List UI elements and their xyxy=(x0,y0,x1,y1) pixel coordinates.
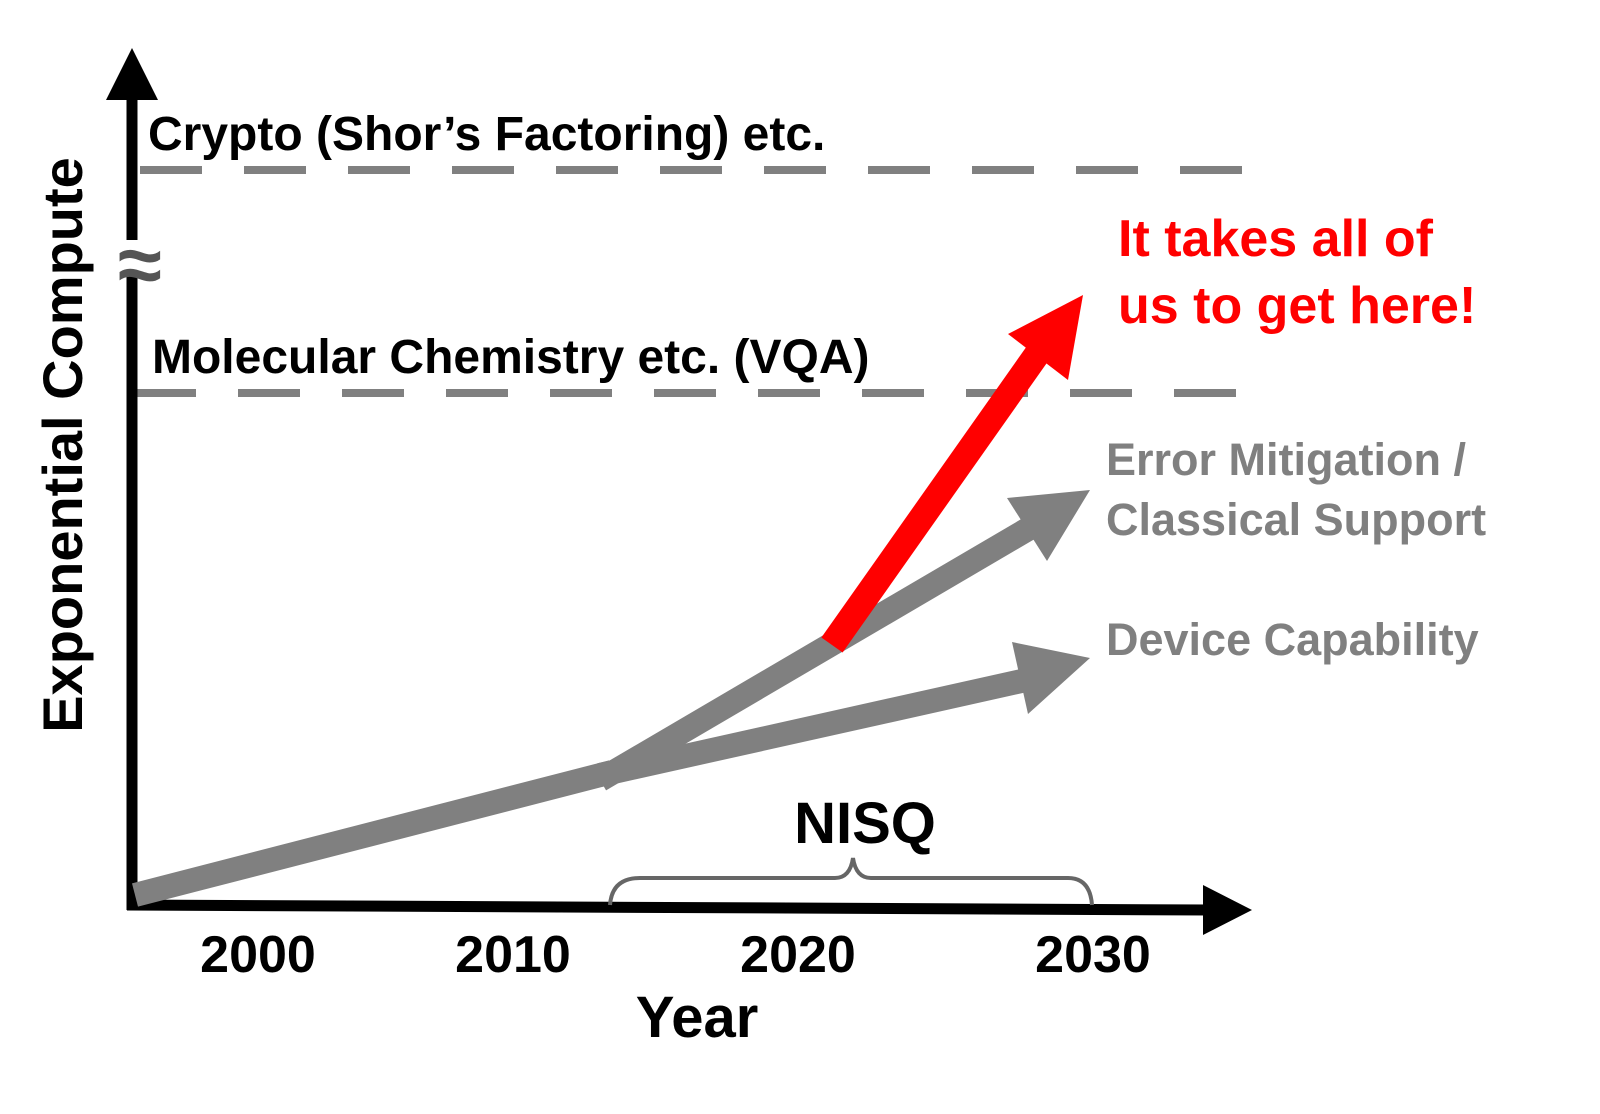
x-axis-label: Year xyxy=(636,985,759,1050)
device-capability-arrowhead xyxy=(1012,642,1090,714)
x-tick-label: 2020 xyxy=(740,926,856,984)
device-capability-label: Device Capability xyxy=(1106,614,1479,665)
base-trend-line xyxy=(132,760,615,907)
x-tick-label: 2000 xyxy=(200,926,316,984)
y-axis-arrowhead xyxy=(106,48,158,100)
x-tick-label: 2030 xyxy=(1035,926,1151,984)
device-capability-line xyxy=(597,666,1038,787)
collaboration-line xyxy=(821,335,1056,653)
axis-break-icon: ≈ xyxy=(118,220,162,309)
y-axis-label: Exponential Compute xyxy=(31,157,94,733)
error-mitigation-label-2: Classical Support xyxy=(1106,494,1486,545)
error-mitigation-line xyxy=(593,511,1047,791)
x-axis xyxy=(126,899,1211,916)
x-tick-label: 2010 xyxy=(455,926,571,984)
callout-line-1: It takes all of xyxy=(1118,210,1434,268)
nisq-brace xyxy=(608,857,1094,906)
error-mitigation-arrowhead xyxy=(1007,490,1090,561)
chemistry-label: Molecular Chemistry etc. (VQA) xyxy=(152,331,870,384)
crypto-label: Crypto (Shor’s Factoring) etc. xyxy=(148,108,825,161)
nisq-label: NISQ xyxy=(794,791,936,856)
callout-line-2: us to get here! xyxy=(1118,277,1476,335)
x-axis-arrowhead xyxy=(1203,885,1252,935)
collaboration-arrowhead xyxy=(1008,295,1083,380)
error-mitigation-label-1: Error Mitigation / xyxy=(1106,434,1466,485)
